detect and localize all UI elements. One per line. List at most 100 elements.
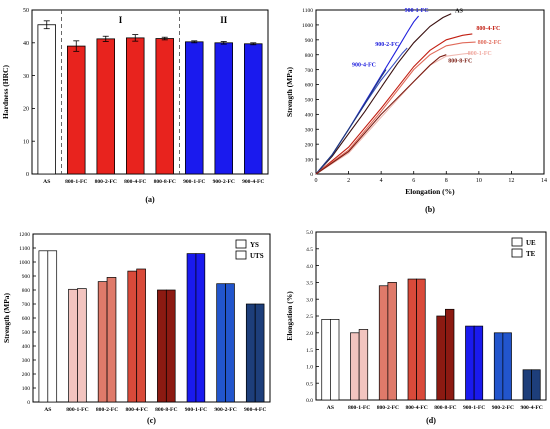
panel-c-ytick-label: 900 [22,274,31,280]
panel-d-ytick-label: 1.5 [306,348,313,354]
panel-b-ytick-label: 100 [305,157,314,163]
panel-d-xtick-label: 800-2-FC [377,405,399,411]
panel-d-ytick-label: 5.0 [306,230,313,236]
panel-c-ytick-label: 300 [22,358,31,364]
panel-c-bar-ys [186,253,197,403]
panel-c-bar-uts [225,283,235,403]
panel-a-xtick-label: AS [43,179,50,185]
panel-a-xtick-label: 900-1-FC [183,179,205,185]
panel-a-ytick-label: 20 [23,107,29,113]
panel-b-xtick-label: 2 [347,178,350,184]
panel-label-d: (d) [426,416,436,425]
panel-d-ytick-label: 1.0 [306,365,313,371]
panel-b-ytick-label: 900 [305,38,314,44]
panel-b-xtick-label: 8 [445,178,448,184]
curve-900-4-fc [315,69,387,175]
panel-c-ytick-label: 1000 [19,260,30,266]
hardness-bar [214,42,233,175]
panel-c-bar-uts [136,268,146,403]
panel-b-xtick-label: 4 [380,178,383,184]
panel-c-bar-uts [254,303,265,403]
panel-d-legend-label: TE [526,250,536,258]
panel-d-ytick-label: 4.0 [306,264,313,270]
hardness-bar [126,37,145,175]
panel-d-legend-swatch [511,237,523,247]
panel-c-xtick-label: AS [44,407,51,413]
curve-800-4-fc [315,33,473,175]
panel-d-ytick-label: 0.5 [306,381,313,387]
panel-c-bar-ys [97,281,108,403]
panel-d-ytick-label: 0.0 [306,398,313,404]
panel-c-bar-uts [195,253,206,403]
panel-c-ytick-label: 1200 [19,232,30,238]
curve-label: 900-2-FC [375,42,399,48]
panel-c-bar-ys [127,270,138,403]
curve-800-2-fc [315,41,476,175]
panel-b-xtick-label: 0 [315,178,318,184]
panel-c-xtick-label: 900-2-FC [214,407,236,413]
panel-c-legend-label: UTS [250,252,264,260]
panel-b-ytick-label: 1000 [302,23,313,29]
panel-b-xlabel: Elongation (%) [405,187,455,196]
panel-d-xtick-label: AS [327,405,334,411]
panel-c-strength-chart: 0 100 200 300 400 500 600 700 800 900 1000 1100 1200… [2,232,271,425]
panel-c-bar-ys [157,289,167,403]
hardness-bar [96,38,116,175]
group-label-II: II [220,15,228,25]
panel-d-xtick-label: 800-8-FC [434,405,456,411]
panel-d-bar-te [473,325,484,401]
panel-d-xtick-label: 900-2-FC [492,405,514,411]
panel-d-bar-ue [321,319,331,401]
curve-label: 900-4-FC [352,63,376,69]
panel-a-ylabel: Hardness (HRC) [1,65,10,119]
panel-d-elongation-chart: 0.0 0.5 1.0 1.5 2.0 2.5 3.0 3.5 4.0 4.5 5.0 Elongat… [285,230,547,425]
panel-d-bar-te [358,329,369,401]
panel-c-ytick-label: 400 [22,344,31,350]
panel-b-xtick-label: 6 [412,178,415,184]
panel-d-legend-label: UE [526,239,536,247]
panel-a-xtick-label: 800-8-FC [154,179,176,185]
panel-d-bar-ue [378,285,389,401]
panel-c-xtick-label: 800-1-FC [66,407,88,413]
panel-a-xtick-label: 800-1-FC [65,179,87,185]
panel-a-xtick-label: 800-4-FC [124,179,146,185]
panel-c-ytick-label: 600 [22,316,31,322]
panel-c-bar-uts [47,250,58,403]
hardness-bar [184,41,204,175]
panel-a-ytick-label: 0 [26,172,29,178]
panel-b-ytick-label: 600 [305,83,314,89]
panel-b-ytick-label: 1100 [302,8,313,14]
panel-d-ytick-label: 3.0 [306,297,313,303]
panel-d-bar-ue [350,332,360,401]
panel-a-ytick-label: 50 [23,8,29,14]
panel-d-bar-te [531,369,541,401]
panel-d-ytick-label: 3.5 [306,281,313,287]
panel-label-b: (b) [425,205,435,214]
panel-d-bar-te [445,308,455,401]
panel-b-ytick-label: 500 [305,98,314,104]
panel-d-xtick-label: 900-1-FC [463,405,485,411]
panel-c-ytick-label: 0 [27,400,30,406]
curve-label: AS [455,9,463,15]
panel-d-bar-te [387,282,397,401]
panel-b-ytick-label: 200 [305,142,314,148]
panel-a-xtick-label: 900-2-FC [213,179,235,185]
panel-c-xtick-label: 800-2-FC [96,407,118,413]
panel-b-stress-strain-chart: 010020030040050060070080090010001100Stre… [285,8,547,214]
hardness-bar [67,45,86,175]
panel-c-bar-uts [165,289,176,403]
curve-800-8-fc [315,54,447,175]
panel-d-bar-ue [436,315,446,401]
panel-d-ytick-label: 2.0 [306,331,313,337]
panel-d-ylabel: Elongation (%) [285,291,294,341]
panel-c-ytick-label: 800 [22,288,31,294]
curve-label: 800-4-FC [476,26,500,32]
panel-b-xtick-label: 12 [508,178,514,184]
panel-d-bar-ue [465,325,475,401]
panel-b-ylabel: Strength (MPa) [285,66,294,117]
panel-c-bar-ys [68,288,78,403]
panel-d-legend-swatch [511,248,523,258]
panel-c-xtick-label: 900-4-FC [244,407,266,413]
panel-d-ytick-label: 2.5 [306,314,313,320]
